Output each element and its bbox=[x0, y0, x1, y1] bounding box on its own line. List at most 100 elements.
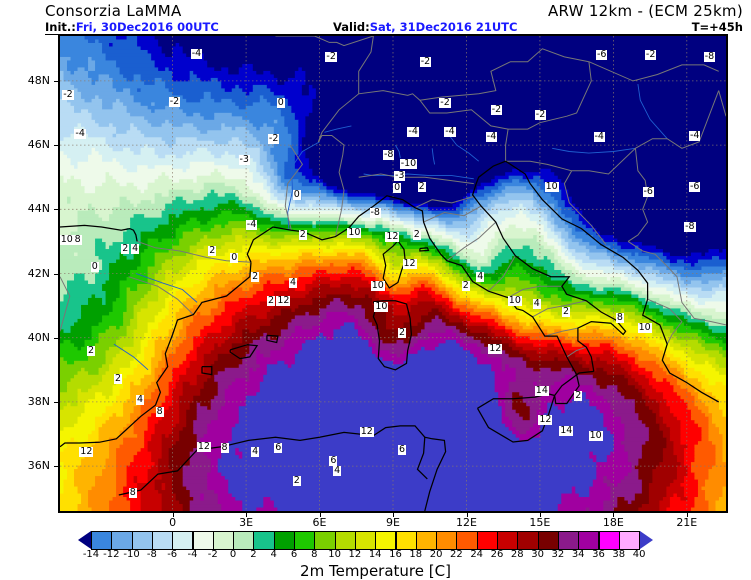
contour-label: -6 bbox=[642, 185, 654, 197]
colorbar-tick-label: 38 bbox=[612, 549, 626, 560]
colorbar-segment bbox=[354, 531, 377, 550]
contour-label: 8 bbox=[128, 487, 137, 499]
contour-label: -4 bbox=[245, 219, 258, 231]
colorbar-tick-label: -8 bbox=[146, 549, 157, 560]
contour-label: 12 bbox=[538, 413, 553, 425]
lat-tick-label: 44N bbox=[27, 202, 50, 216]
contour-label: -8 bbox=[684, 221, 696, 232]
contour-label: 0 bbox=[276, 97, 285, 109]
colorbar-segment bbox=[111, 531, 133, 550]
contour-label: 10 bbox=[544, 180, 559, 192]
colorbar-tick-label: -6 bbox=[167, 549, 178, 560]
lon-tick-mark bbox=[466, 513, 468, 517]
colorbar-tick-label: 2 bbox=[250, 549, 257, 560]
colorbar-segment bbox=[598, 531, 620, 550]
contour-label: 2 bbox=[562, 306, 571, 317]
colorbar-segment bbox=[578, 531, 600, 550]
lat-tick-label: 42N bbox=[27, 266, 50, 280]
colorbar-segment bbox=[618, 531, 641, 550]
lon-tick-label: 0 bbox=[169, 516, 177, 529]
colorbar-segment bbox=[456, 531, 478, 550]
contour-label: 2 bbox=[121, 243, 130, 255]
contour-label: -3 bbox=[394, 169, 406, 181]
colorbar-tick-label: 30 bbox=[531, 549, 544, 560]
lat-tick-label: 40N bbox=[27, 330, 50, 344]
contour-label: 2 bbox=[574, 389, 583, 401]
colorbar-tick-label: 20 bbox=[429, 549, 443, 560]
colorbar-segment bbox=[233, 531, 255, 550]
geography-overlay bbox=[60, 36, 726, 511]
contour-label: 12 bbox=[79, 445, 94, 457]
colorbar-tick-label: 22 bbox=[450, 549, 463, 560]
contour-label: -2 bbox=[534, 108, 547, 120]
temperature-map: -4 -2 -2 -6 -2 -8 -2 -2 0 -2 -2 -2 -4 -2 -4 -4 -4 -4 -4 -3-… bbox=[58, 34, 728, 513]
temperature-field bbox=[60, 36, 726, 511]
colorbar-tick-label: 4 bbox=[270, 549, 277, 560]
contour-label: 2 bbox=[208, 245, 217, 256]
colorbar-tick-label: 18 bbox=[409, 549, 423, 560]
colorbar-tick-label: 6 bbox=[290, 549, 298, 560]
init-label: Init.: bbox=[45, 20, 76, 34]
contour-label: 0 bbox=[292, 188, 301, 200]
lon-tick-label: 18E bbox=[602, 516, 624, 529]
lat-tick-mark bbox=[54, 466, 58, 468]
lon-tick-mark bbox=[319, 513, 321, 517]
contour-label: 4 bbox=[476, 270, 485, 282]
colorbar-tick-label: 10 bbox=[328, 549, 341, 560]
colorbar-tick-label: 36 bbox=[592, 549, 605, 560]
contour-label: -2 bbox=[419, 55, 432, 67]
map-canvas bbox=[60, 36, 726, 511]
contour-label: -2 bbox=[62, 89, 74, 101]
colorbar-segment bbox=[131, 531, 153, 550]
colorbar-over-arrow bbox=[640, 531, 654, 549]
contour-label: -4 bbox=[74, 127, 86, 139]
lon-tick-label: 6E bbox=[312, 516, 327, 529]
lon-tick-mark bbox=[613, 513, 615, 517]
colorbar-title: 2m Temperature [C] bbox=[300, 562, 451, 580]
contour-label: -4 bbox=[689, 129, 701, 141]
lat-tick-mark bbox=[54, 145, 58, 147]
colorbar-segment bbox=[212, 531, 235, 550]
contour-label: 2 bbox=[292, 474, 301, 486]
contour-label: -2 bbox=[168, 95, 181, 107]
contour-label: -4 bbox=[444, 126, 456, 138]
colorbar-tick-label: -2 bbox=[207, 549, 218, 560]
colorbar-segment bbox=[517, 531, 539, 550]
contour-label: 8 bbox=[220, 442, 229, 454]
colorbar-segment bbox=[192, 531, 214, 550]
init-value: Fri, 30Dec2016 00UTC bbox=[75, 20, 219, 34]
lat-tick-label: 36N bbox=[27, 459, 50, 473]
contour-label: 4 bbox=[251, 445, 260, 457]
contour-label: 2 bbox=[298, 229, 307, 240]
contour-label: -8 bbox=[703, 50, 716, 62]
contour-label: 4 bbox=[289, 277, 298, 289]
colorbar-segment bbox=[537, 531, 559, 550]
lat-tick-mark bbox=[54, 80, 58, 82]
colorbar-segment bbox=[172, 531, 194, 550]
contour-label: -2 bbox=[325, 50, 337, 62]
contour-label: -2 bbox=[439, 97, 451, 109]
contour-label: -8 bbox=[383, 148, 395, 160]
contour-label: -4 bbox=[190, 47, 203, 59]
contour-label: -3 bbox=[238, 153, 250, 165]
contour-label: -10 bbox=[399, 158, 418, 170]
contour-label: 10 bbox=[507, 294, 522, 306]
valid-time-block: Valid:Sat, 31Dec2016 21UTC bbox=[333, 20, 518, 35]
contour-label: 10 bbox=[637, 322, 652, 334]
contour-label: -2 bbox=[644, 49, 657, 61]
colorbar-segment bbox=[476, 531, 498, 550]
contour-label: 12 bbox=[196, 440, 211, 452]
colorbar-tick-label: -4 bbox=[187, 549, 198, 560]
contour-label: 2 bbox=[251, 270, 260, 282]
contour-label: 4 bbox=[136, 394, 145, 406]
colorbar-segment bbox=[294, 531, 316, 550]
contour-label: 4 bbox=[333, 464, 342, 476]
lon-tick-label: 15E bbox=[529, 516, 551, 529]
lat-tick-mark bbox=[54, 273, 58, 275]
contour-label: 10 bbox=[588, 429, 603, 441]
lon-tick-label: 21E bbox=[676, 516, 698, 529]
lon-tick-mark bbox=[393, 513, 394, 517]
contour-label: 10 bbox=[370, 280, 385, 292]
lon-tick-mark bbox=[539, 513, 541, 517]
valid-label: Valid: bbox=[333, 20, 370, 34]
